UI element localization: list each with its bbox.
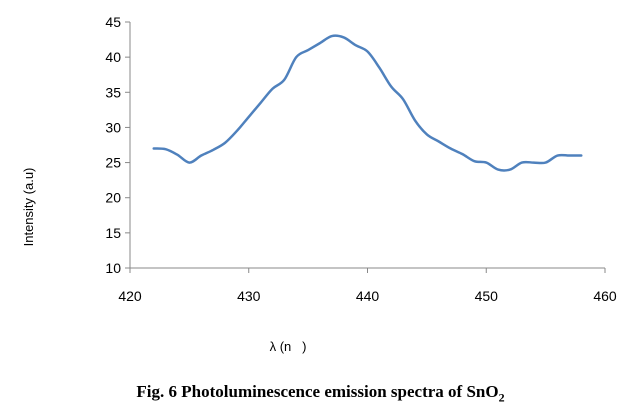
y-tick-label: 10 (105, 260, 121, 276)
y-tick-label: 25 (105, 155, 121, 171)
y-tick-label: 40 (105, 49, 121, 65)
y-tick-label: 30 (105, 119, 121, 135)
y-tick-label: 20 (105, 190, 121, 206)
y-tick-label: 45 (105, 14, 121, 30)
x-axis-ticks: 420 430 440 450 460 (118, 268, 617, 304)
chart: 10 15 20 25 30 35 40 45 420 430 440 450 460 Intensi… (21, 14, 617, 354)
x-tick-label: 440 (356, 288, 380, 304)
x-tick-label: 460 (593, 288, 617, 304)
y-tick-label: 15 (105, 225, 121, 241)
figure-caption: Fig. 6 Photoluminescence emission spectr… (0, 382, 641, 405)
caption-text: Fig. 6 Photoluminescence emission spectr… (136, 382, 499, 401)
x-tick-label: 430 (237, 288, 261, 304)
y-axis-title: Intensity (a.u) (21, 168, 36, 247)
x-tick-label: 450 (475, 288, 499, 304)
y-tick-label: 35 (105, 84, 121, 100)
x-axis-title: λ (n ) (270, 339, 307, 354)
series-line (152, 34, 583, 172)
y-axis-ticks: 10 15 20 25 30 35 40 45 (105, 14, 130, 276)
x-tick-label: 420 (118, 288, 142, 304)
caption-subscript: 2 (498, 390, 505, 405)
